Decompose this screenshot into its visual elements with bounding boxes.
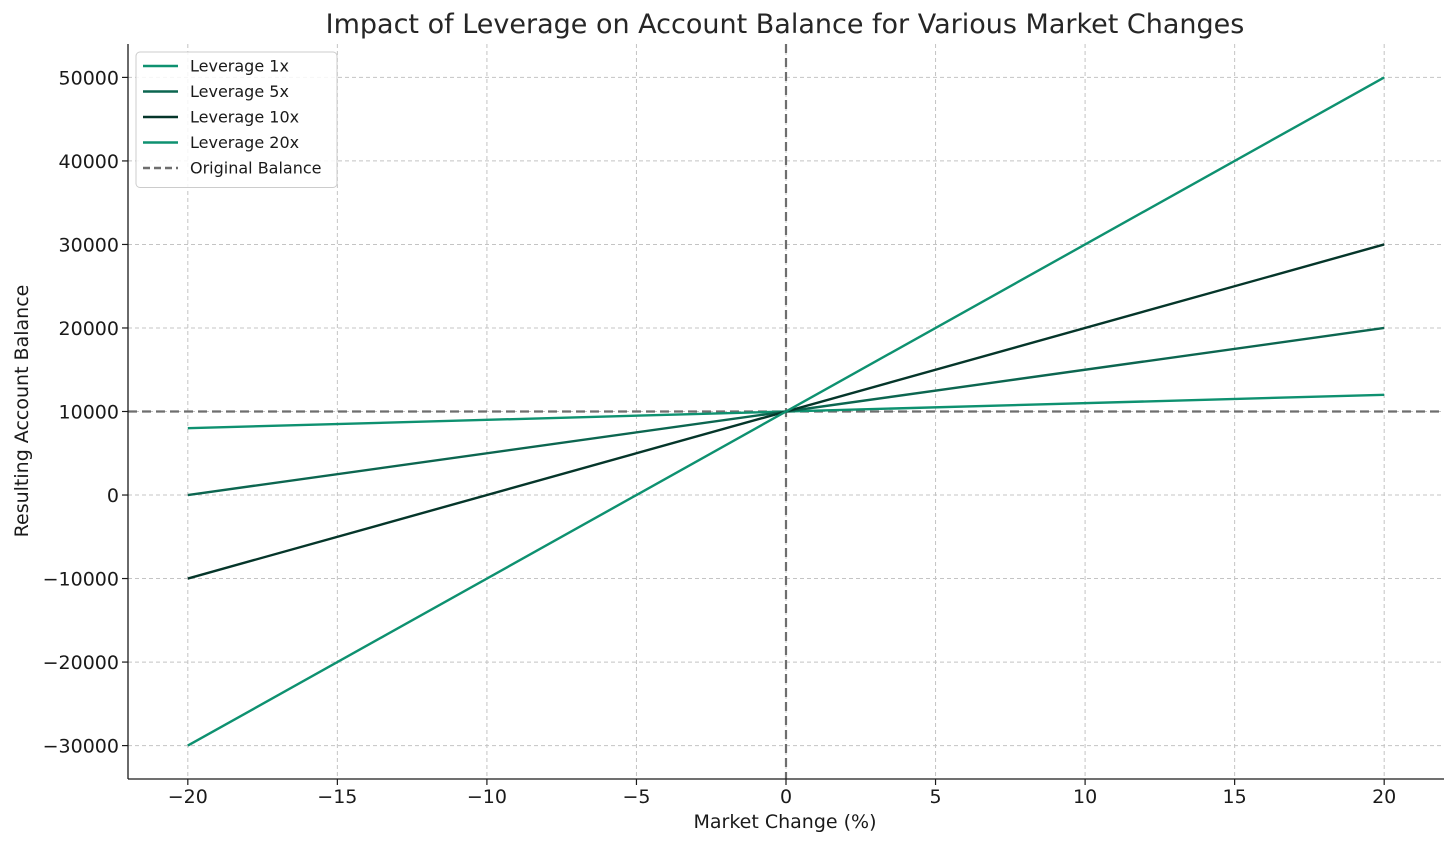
chart-title: Impact of Leverage on Account Balance fo… [326,9,1245,40]
y-axis-ticks: −30000 −20000 −10000 0 10000 20000 30000 40000 5… [43,67,128,758]
x-axis-ticks: −20 −15 −10 −5 0 5 10 15 20 [168,779,1396,808]
y-tick-label: 30000 [59,234,119,256]
y-tick-label: −30000 [43,736,119,758]
y-tick-label: 0 [107,485,119,507]
x-tick-label: 15 [1223,786,1247,808]
legend-label: Leverage 5x [190,82,289,101]
x-tick-label: 10 [1073,786,1097,808]
legend: Leverage 1x Leverage 5x Leverage 10x Levera… [135,51,338,188]
x-tick-label: −10 [467,786,507,808]
y-tick-label: 50000 [59,67,119,89]
x-tick-label: −20 [168,786,208,808]
legend-label: Leverage 20x [190,133,299,152]
series-lines [187,76,1385,747]
y-tick-label: 10000 [59,402,119,424]
x-tick-label: −5 [622,786,650,808]
legend-label: Leverage 10x [190,108,299,127]
x-tick-label: 0 [780,786,792,808]
y-axis-label: Resulting Account Balance [11,285,33,538]
y-tick-label: 20000 [59,318,119,340]
series-line-4 [187,76,1385,747]
x-tick-label: −15 [317,786,357,808]
x-tick-label: 20 [1372,786,1396,808]
legend-label: Original Balance [190,159,322,178]
x-axis-label: Market Change (%) [693,811,876,833]
y-tick-label: −10000 [43,569,119,591]
x-tick-label: 5 [929,786,941,808]
y-tick-label: −20000 [43,652,119,674]
y-tick-label: 40000 [59,151,119,173]
legend-box [135,51,338,188]
legend-label: Leverage 1x [190,57,289,76]
